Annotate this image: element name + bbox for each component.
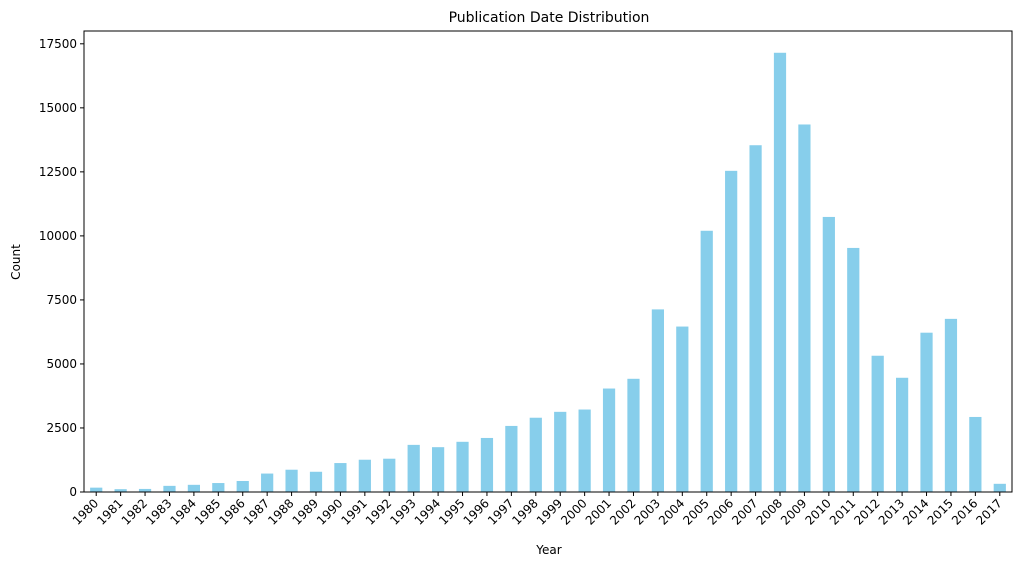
bar-2004 bbox=[676, 326, 689, 492]
bar-2006 bbox=[725, 170, 738, 492]
x-axis-label: Year bbox=[535, 543, 561, 557]
bar-2008 bbox=[773, 52, 787, 493]
bar-2001 bbox=[602, 388, 616, 492]
x-tick-label: 1984 bbox=[168, 496, 199, 527]
x-tick-label: 2012 bbox=[851, 496, 882, 527]
bars-group bbox=[90, 52, 1006, 493]
x-tick-label: 2001 bbox=[583, 496, 614, 527]
bar-2012 bbox=[871, 355, 884, 492]
x-tick-label: 2007 bbox=[729, 496, 760, 527]
bar-1981 bbox=[114, 489, 127, 492]
x-tick-label: 1982 bbox=[119, 496, 150, 527]
bar-1988 bbox=[285, 469, 298, 492]
y-tick-label: 15000 bbox=[39, 101, 77, 115]
plot-frame bbox=[83, 30, 1013, 493]
bar-2015 bbox=[944, 318, 958, 492]
y-tick-label: 10000 bbox=[39, 229, 77, 243]
bar-2005 bbox=[700, 230, 713, 492]
bar-1985 bbox=[212, 483, 225, 492]
y-axis: 0 2500 5000 7500 10000 12500 15000 17500 bbox=[39, 37, 84, 499]
bar-1990 bbox=[334, 463, 347, 492]
x-tick-label: 2006 bbox=[705, 496, 736, 527]
bar-2003 bbox=[651, 309, 664, 492]
x-tick-label: 1997 bbox=[485, 496, 516, 527]
x-tick-label: 2014 bbox=[900, 496, 931, 527]
x-tick-label: 2013 bbox=[876, 496, 907, 527]
x-tick-label: 1990 bbox=[314, 496, 345, 527]
bar-1999 bbox=[554, 411, 567, 492]
x-tick-label: 1994 bbox=[412, 496, 443, 527]
bar-1982 bbox=[138, 488, 152, 492]
bar-2009 bbox=[798, 124, 811, 492]
x-tick-label: 2000 bbox=[558, 496, 589, 527]
bar-1992 bbox=[383, 458, 396, 492]
x-tick-label: 1999 bbox=[534, 496, 565, 527]
bar-1998 bbox=[529, 417, 542, 492]
x-tick-label: 2010 bbox=[802, 496, 833, 527]
x-tick-label: 2015 bbox=[925, 496, 956, 527]
bar-2016 bbox=[969, 416, 982, 492]
chart-title: Publication Date Distribution bbox=[449, 10, 650, 26]
x-tick-label: 1992 bbox=[363, 496, 394, 527]
x-tick-label: 1983 bbox=[143, 496, 174, 527]
y-tick-label: 2500 bbox=[46, 421, 77, 435]
bar-2011 bbox=[847, 247, 860, 492]
x-tick-label: 2005 bbox=[680, 496, 711, 527]
x-tick-label: 2002 bbox=[607, 496, 638, 527]
bar-1997 bbox=[505, 425, 518, 492]
y-tick-label: 17500 bbox=[39, 37, 77, 51]
bar-1994 bbox=[432, 447, 445, 492]
x-tick-label: 2017 bbox=[973, 496, 1004, 527]
x-tick-label: 1987 bbox=[241, 496, 272, 527]
x-tick-label: 1981 bbox=[94, 496, 125, 527]
x-tick-label: 1985 bbox=[192, 496, 223, 527]
x-axis: 1980198119821983198419851986198719881989… bbox=[70, 492, 1005, 528]
bar-2013 bbox=[896, 377, 909, 492]
bar-1996 bbox=[480, 437, 494, 492]
x-tick-label: 2009 bbox=[778, 496, 809, 527]
bar-2007 bbox=[749, 145, 762, 492]
bar-1987 bbox=[261, 473, 274, 492]
x-tick-label: 1998 bbox=[509, 496, 540, 527]
y-tick-label: 12500 bbox=[39, 165, 77, 179]
x-tick-label: 1991 bbox=[338, 496, 369, 527]
x-tick-label: 1996 bbox=[461, 496, 492, 527]
bar-1984 bbox=[187, 484, 200, 492]
x-tick-label: 2008 bbox=[754, 496, 785, 527]
x-tick-label: 1995 bbox=[436, 496, 467, 527]
bar-2017 bbox=[993, 483, 1006, 492]
bar-1980 bbox=[90, 487, 103, 492]
y-axis-label: Count bbox=[9, 244, 23, 280]
bar-1983 bbox=[163, 485, 176, 492]
bar-1993 bbox=[407, 444, 420, 492]
bar-1986 bbox=[236, 480, 249, 492]
x-tick-label: 1986 bbox=[216, 496, 247, 527]
bar-1991 bbox=[358, 459, 371, 492]
bar-2000 bbox=[578, 409, 591, 492]
x-tick-label: 2003 bbox=[632, 496, 663, 527]
y-tick-label: 7500 bbox=[46, 293, 77, 307]
bar-2010 bbox=[822, 216, 835, 493]
y-tick-label: 5000 bbox=[46, 357, 77, 371]
bar-1995 bbox=[456, 441, 469, 492]
x-tick-label: 2011 bbox=[827, 496, 858, 527]
bar-2002 bbox=[627, 378, 640, 492]
x-tick-label: 1988 bbox=[265, 496, 296, 527]
y-tick-label: 0 bbox=[69, 485, 77, 499]
bar-2014 bbox=[920, 332, 933, 492]
x-tick-label: 1989 bbox=[290, 496, 321, 527]
x-tick-label: 2016 bbox=[949, 496, 980, 527]
bar-1989 bbox=[309, 471, 323, 492]
x-tick-label: 2004 bbox=[656, 496, 687, 527]
x-tick-label: 1993 bbox=[387, 496, 418, 527]
x-tick-label: 1980 bbox=[70, 496, 101, 527]
